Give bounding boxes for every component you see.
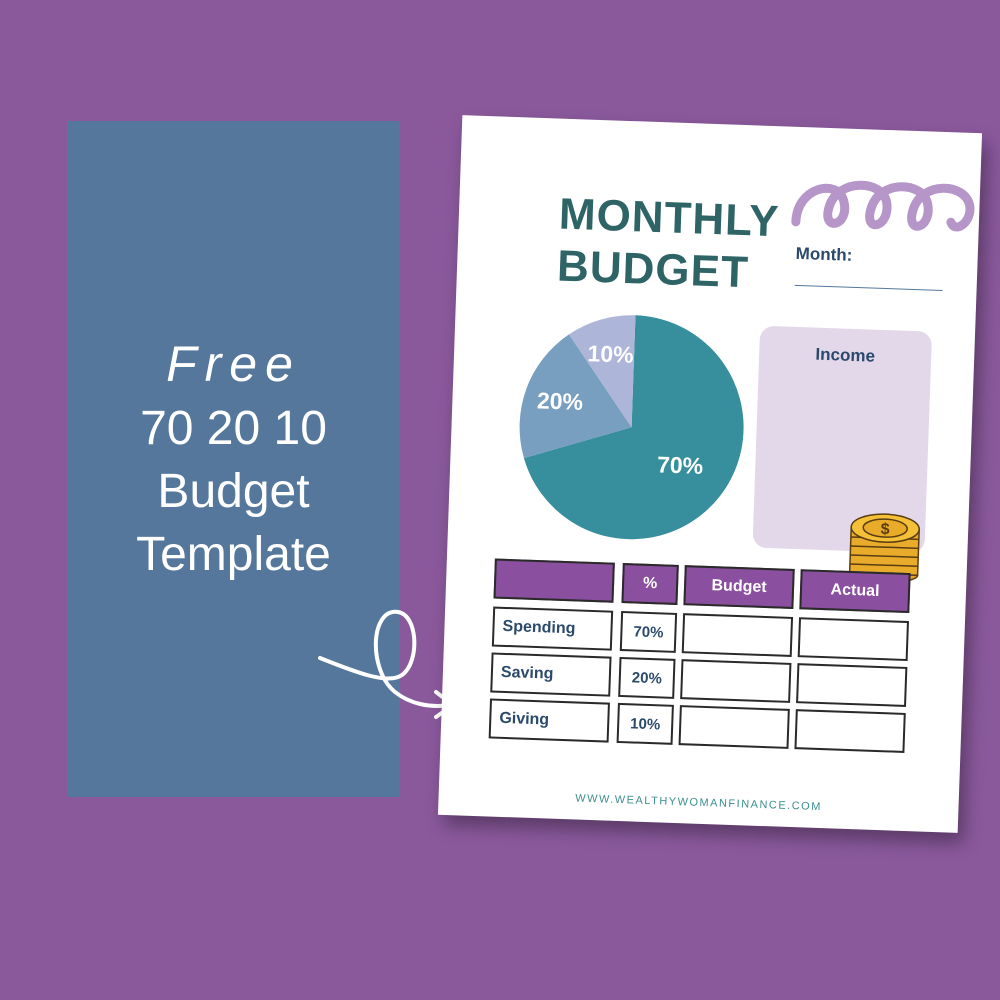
svg-text:$: $ bbox=[880, 521, 890, 538]
budget-cell-giving[interactable] bbox=[678, 705, 790, 749]
row-pct-giving: 10% bbox=[616, 702, 674, 745]
curl-swirl-icon bbox=[791, 180, 975, 232]
income-label: Income bbox=[815, 344, 876, 366]
budget-cell-spending[interactable] bbox=[681, 613, 794, 657]
table-header-budget: Budget bbox=[683, 565, 795, 609]
promo-free: Free bbox=[166, 335, 301, 392]
title-line-1: MONTHLY bbox=[558, 189, 781, 247]
row-label-spending: Spending bbox=[491, 606, 614, 651]
table-header-actual: Actual bbox=[799, 569, 911, 614]
budget-pie-chart: 70% 20%10% bbox=[519, 315, 744, 540]
pie-label-0: 70% bbox=[657, 451, 704, 479]
website-footer[interactable]: WWW.WEALTHYWOMANFINANCE.COM bbox=[574, 792, 823, 814]
pie-label-1: 20% bbox=[537, 387, 584, 415]
pie-slice-1 bbox=[519, 334, 632, 459]
actual-cell-spending[interactable] bbox=[797, 617, 909, 662]
sheet-title: MONTHLY BUDGET bbox=[556, 189, 780, 301]
sheet-paper: MONTHLY BUDGET Month: 70% 20% 10% Income $ bbox=[437, 115, 983, 833]
table-header-blank bbox=[493, 558, 615, 603]
promo-ratio: 70 20 10 bbox=[140, 401, 327, 455]
budget-cell-saving[interactable] bbox=[680, 659, 792, 703]
row-pct-saving: 20% bbox=[618, 656, 676, 699]
promo-panel: Free 70 20 10 Budget Template bbox=[67, 121, 400, 797]
promo-budget: Budget bbox=[157, 464, 310, 518]
promo-template: Template bbox=[136, 527, 331, 581]
budget-sheet: MONTHLY BUDGET Month: 70% 20% 10% Income $ bbox=[437, 115, 983, 833]
month-label: Month: bbox=[795, 243, 853, 265]
month-underline bbox=[794, 284, 943, 292]
title-line-2: BUDGET bbox=[556, 241, 750, 298]
actual-cell-giving[interactable] bbox=[794, 709, 906, 753]
row-pct-spending: 70% bbox=[619, 610, 678, 653]
pie-label-2: 10% bbox=[587, 340, 634, 368]
row-label-giving: Giving bbox=[488, 698, 610, 743]
actual-cell-saving[interactable] bbox=[796, 663, 908, 707]
pie-slice-2 bbox=[568, 315, 636, 428]
table-header-percent: % bbox=[621, 563, 679, 605]
row-label-saving: Saving bbox=[490, 652, 612, 697]
pie-slice-0 bbox=[523, 315, 744, 540]
